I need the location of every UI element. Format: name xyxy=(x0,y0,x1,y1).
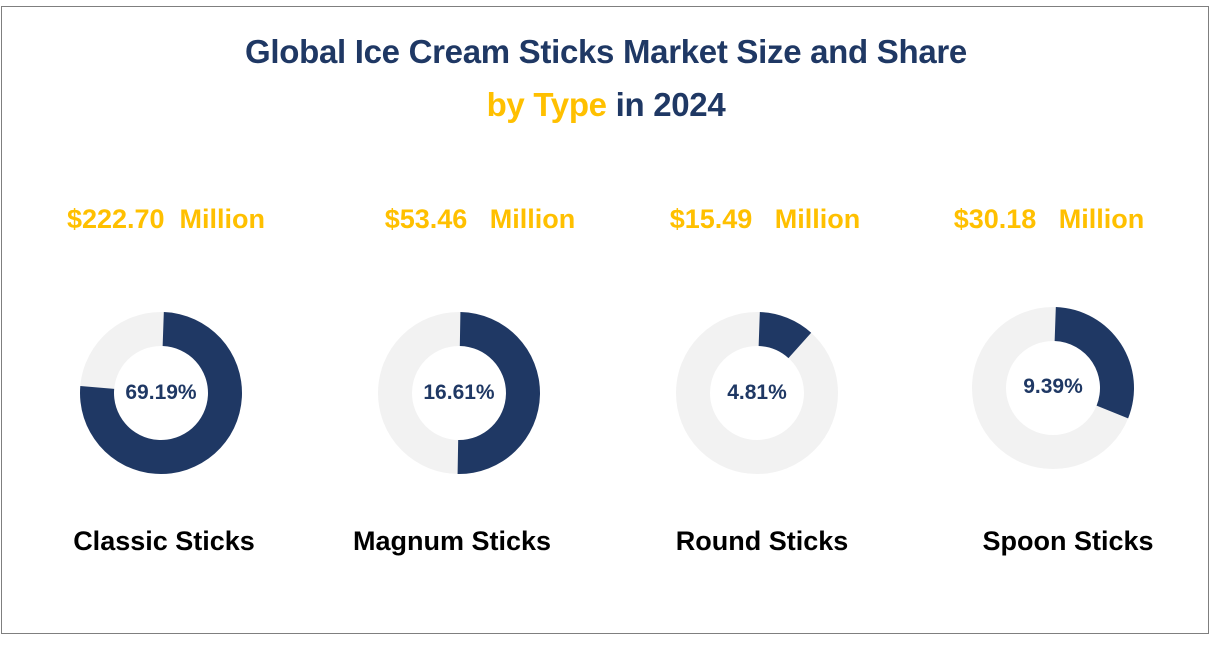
category-label-spoon: Spoon Sticks xyxy=(982,526,1154,556)
category-label-round: Round Sticks xyxy=(675,526,849,556)
percent-label-spoon: 9.39% xyxy=(1023,375,1083,398)
value-label-round: $15.49 Million xyxy=(669,204,861,234)
percent-label-classic: 69.19% xyxy=(125,381,197,404)
category-label-classic: Classic Sticks xyxy=(73,526,255,556)
donut-segment xyxy=(457,312,540,475)
donut-spoon xyxy=(972,307,1134,469)
donut-segment xyxy=(1054,307,1134,419)
donut-round xyxy=(676,312,838,474)
subtitle-rest: in 2024 xyxy=(606,86,726,123)
donut-segment xyxy=(80,312,242,474)
value-label-magnum: $53.46 Million xyxy=(384,204,576,234)
donut-classic xyxy=(80,312,242,474)
value-label-spoon: $30.18 Million xyxy=(953,204,1145,234)
subtitle-accent: by Type xyxy=(486,86,607,123)
value-label-classic: $222.70 Million xyxy=(66,204,266,234)
donut-track xyxy=(676,312,838,474)
chart-frame xyxy=(1,6,1209,634)
percent-label-magnum: 16.61% xyxy=(423,381,495,404)
chart-subtitle: by Type in 2024 xyxy=(0,86,1212,124)
donut-segment xyxy=(758,312,812,359)
chart-title: Global Ice Cream Sticks Market Size and … xyxy=(245,33,967,70)
percent-label-round: 4.81% xyxy=(727,381,787,404)
category-label-magnum: Magnum Sticks xyxy=(352,526,552,556)
donut-magnum xyxy=(378,312,540,475)
